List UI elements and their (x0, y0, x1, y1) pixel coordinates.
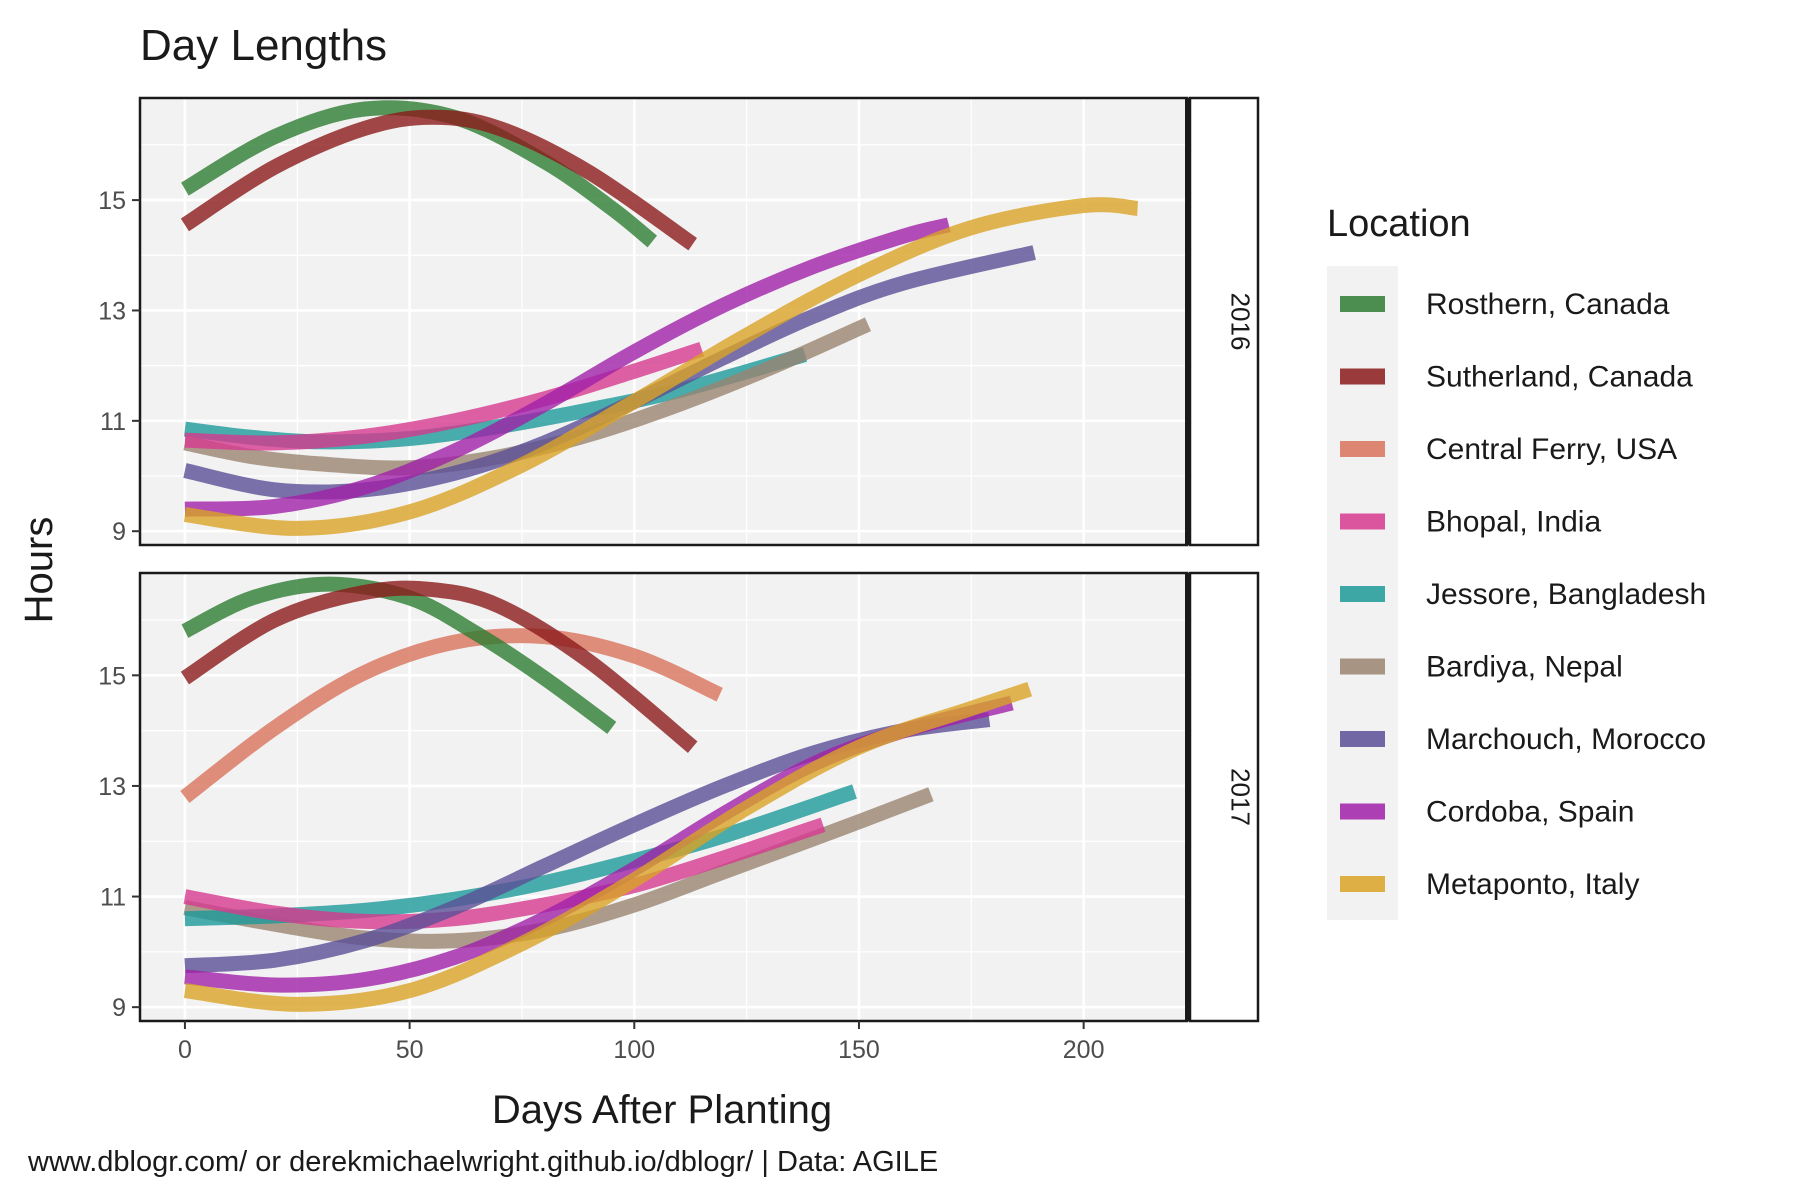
facet-strip-label: 2017 (1226, 768, 1256, 826)
facet-strip (1188, 96, 1260, 547)
chart-caption: www.dblogr.com/ or derekmichaelwright.gi… (27, 1146, 938, 1178)
series-line-sutherland-canada (180, 109, 697, 251)
x-axis-label: Days After Planting (492, 1088, 832, 1132)
legend-label: Cordoba, Spain (1426, 796, 1634, 829)
legend-item: Central Ferry, USA (1340, 433, 1677, 466)
y-tick-label: 15 (98, 662, 126, 690)
legend-item: Jessore, Bangladesh (1340, 578, 1706, 611)
x-tick-label: 200 (1063, 1036, 1105, 1064)
x-tick-label: 50 (396, 1036, 424, 1064)
series-line-bhopal-india (183, 817, 826, 930)
series-line-metaponto-italy (183, 681, 1033, 1012)
series-line-rosthern-canada (181, 576, 617, 734)
y-tick-label: 9 (112, 994, 126, 1022)
y-tick-label: 15 (98, 187, 126, 215)
panel-2017: 2017 9 11 13 15 (98, 571, 1260, 1023)
legend: Location Rosthern, Canada Sutherland, Can… (1327, 203, 1706, 920)
legend-item: Bhopal, India (1340, 506, 1601, 539)
y-tick-label: 11 (100, 408, 126, 436)
facet-strip (1188, 571, 1260, 1023)
x-tick-label: 100 (613, 1036, 655, 1064)
y-tick-label: 11 (100, 884, 126, 912)
legend-title: Location (1327, 203, 1471, 245)
y-tick-label: 9 (112, 518, 126, 546)
legend-label: Metaponto, Italy (1426, 868, 1639, 901)
legend-label: Bardiya, Nepal (1426, 651, 1623, 684)
y-tick-label: 13 (98, 297, 126, 325)
series-line-cordoba-spain (184, 217, 951, 517)
x-tick-label: 150 (838, 1036, 880, 1064)
x-axis: 0 50 100 150 200 (178, 1021, 1105, 1064)
series-line-central-ferry-usa (180, 628, 723, 803)
series-line-metaponto-italy (183, 197, 1139, 536)
legend-item: Cordoba, Spain (1340, 796, 1634, 829)
series-line-bhopal-india (184, 341, 705, 451)
facet-strip-label: 2016 (1226, 293, 1256, 351)
series-line-sutherland-canada (180, 580, 698, 753)
legend-label: Marchouch, Morocco (1426, 723, 1706, 756)
legend-label: Sutherland, Canada (1426, 361, 1693, 394)
legend-item: Bardiya, Nepal (1340, 651, 1623, 684)
panel-2016: 2016 9 11 13 15 (98, 96, 1260, 547)
x-tick-label: 0 (178, 1036, 192, 1064)
legend-label: Central Ferry, USA (1426, 433, 1677, 466)
y-axis-label: Hours (17, 517, 61, 624)
legend-item: Sutherland, Canada (1340, 361, 1693, 394)
legend-item: Metaponto, Italy (1340, 868, 1639, 901)
legend-label: Bhopal, India (1426, 506, 1601, 539)
facet-panels: 2016 9 11 13 15 2017 9 11 13 15 (98, 96, 1260, 1023)
chart-title: Day Lengths (140, 21, 387, 70)
legend-item: Marchouch, Morocco (1340, 723, 1706, 756)
legend-item: Rosthern, Canada (1340, 288, 1670, 321)
legend-items: Rosthern, Canada Sutherland, Canada Centra… (1340, 288, 1706, 901)
legend-label: Rosthern, Canada (1426, 288, 1670, 321)
legend-label: Jessore, Bangladesh (1426, 578, 1706, 611)
y-tick-label: 13 (98, 773, 126, 801)
